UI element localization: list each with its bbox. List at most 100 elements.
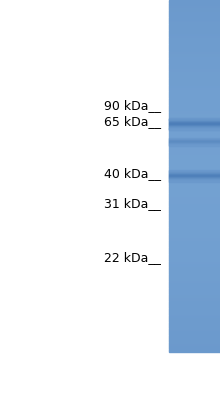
Bar (169, 8, 220, 9)
Bar (169, 73, 220, 74)
Bar (169, 55, 220, 56)
Bar (169, 222, 220, 223)
Bar (169, 36, 220, 38)
Bar (169, 108, 220, 109)
Bar (169, 205, 220, 206)
Bar (169, 217, 220, 218)
Bar (169, 74, 220, 75)
Bar (169, 317, 220, 318)
Bar (169, 337, 220, 338)
Bar (169, 304, 220, 305)
Bar (169, 351, 220, 352)
Bar (169, 192, 220, 194)
Bar (169, 174, 220, 175)
Bar (169, 340, 220, 342)
Bar (169, 38, 220, 39)
Bar (169, 229, 220, 230)
Bar (169, 110, 220, 112)
Bar (169, 156, 220, 157)
Bar (169, 42, 220, 44)
Bar (169, 28, 220, 29)
Bar (169, 168, 220, 169)
Bar (169, 293, 220, 294)
Text: 22 kDa__: 22 kDa__ (104, 252, 161, 264)
Bar (169, 271, 220, 272)
Bar (169, 96, 220, 97)
Bar (169, 312, 220, 313)
Bar (169, 53, 220, 54)
Bar (169, 80, 220, 81)
Bar (169, 25, 220, 26)
Bar (169, 345, 220, 346)
Bar (169, 273, 220, 274)
Bar (169, 336, 220, 337)
Bar (169, 250, 220, 251)
Bar (169, 316, 220, 317)
Bar (169, 190, 220, 191)
Bar (169, 347, 220, 348)
Bar (169, 13, 220, 14)
Bar (169, 195, 220, 196)
Bar (169, 214, 220, 215)
Bar (169, 210, 220, 211)
Bar (169, 2, 220, 4)
Bar (169, 129, 220, 130)
Bar (169, 201, 220, 202)
Bar (169, 342, 220, 343)
Bar (169, 209, 220, 210)
Bar (169, 178, 220, 180)
Bar (169, 258, 220, 259)
Bar (169, 334, 220, 336)
Bar (169, 67, 220, 68)
Bar (169, 226, 220, 228)
Bar (169, 308, 220, 310)
Text: 31 kDa__: 31 kDa__ (104, 198, 161, 210)
Bar (169, 188, 220, 189)
Bar (169, 98, 220, 100)
Bar (169, 330, 220, 331)
Bar (169, 123, 220, 124)
Bar (169, 106, 220, 107)
Bar (169, 260, 220, 262)
Bar (169, 12, 220, 13)
Bar (169, 20, 220, 21)
Bar (169, 204, 220, 205)
Bar (169, 171, 220, 172)
Bar (169, 146, 220, 147)
Bar (169, 339, 220, 340)
Bar (169, 314, 220, 316)
Bar (169, 89, 220, 90)
Bar (169, 240, 220, 242)
Bar (169, 6, 220, 7)
Bar (169, 115, 220, 116)
Bar (169, 228, 220, 229)
Bar (169, 84, 220, 86)
Bar (169, 319, 220, 320)
Bar (169, 220, 220, 222)
Bar (169, 29, 220, 30)
Bar (169, 158, 220, 160)
Bar (169, 292, 220, 293)
Bar (169, 176, 220, 177)
Bar (169, 310, 220, 311)
Bar (169, 35, 220, 36)
Bar (169, 276, 220, 277)
Bar (169, 95, 220, 96)
Bar (169, 32, 220, 33)
Bar (169, 196, 220, 197)
Bar (169, 104, 220, 106)
Bar (169, 21, 220, 22)
Bar (169, 259, 220, 260)
Bar (169, 294, 220, 296)
Bar (169, 320, 220, 322)
Bar (169, 325, 220, 326)
Bar (169, 231, 220, 232)
Bar (169, 154, 220, 155)
Bar (169, 157, 220, 158)
Bar (169, 97, 220, 98)
Bar (169, 333, 220, 334)
Bar (169, 64, 220, 66)
Bar (169, 76, 220, 78)
Bar (169, 113, 220, 114)
Bar (169, 143, 220, 144)
